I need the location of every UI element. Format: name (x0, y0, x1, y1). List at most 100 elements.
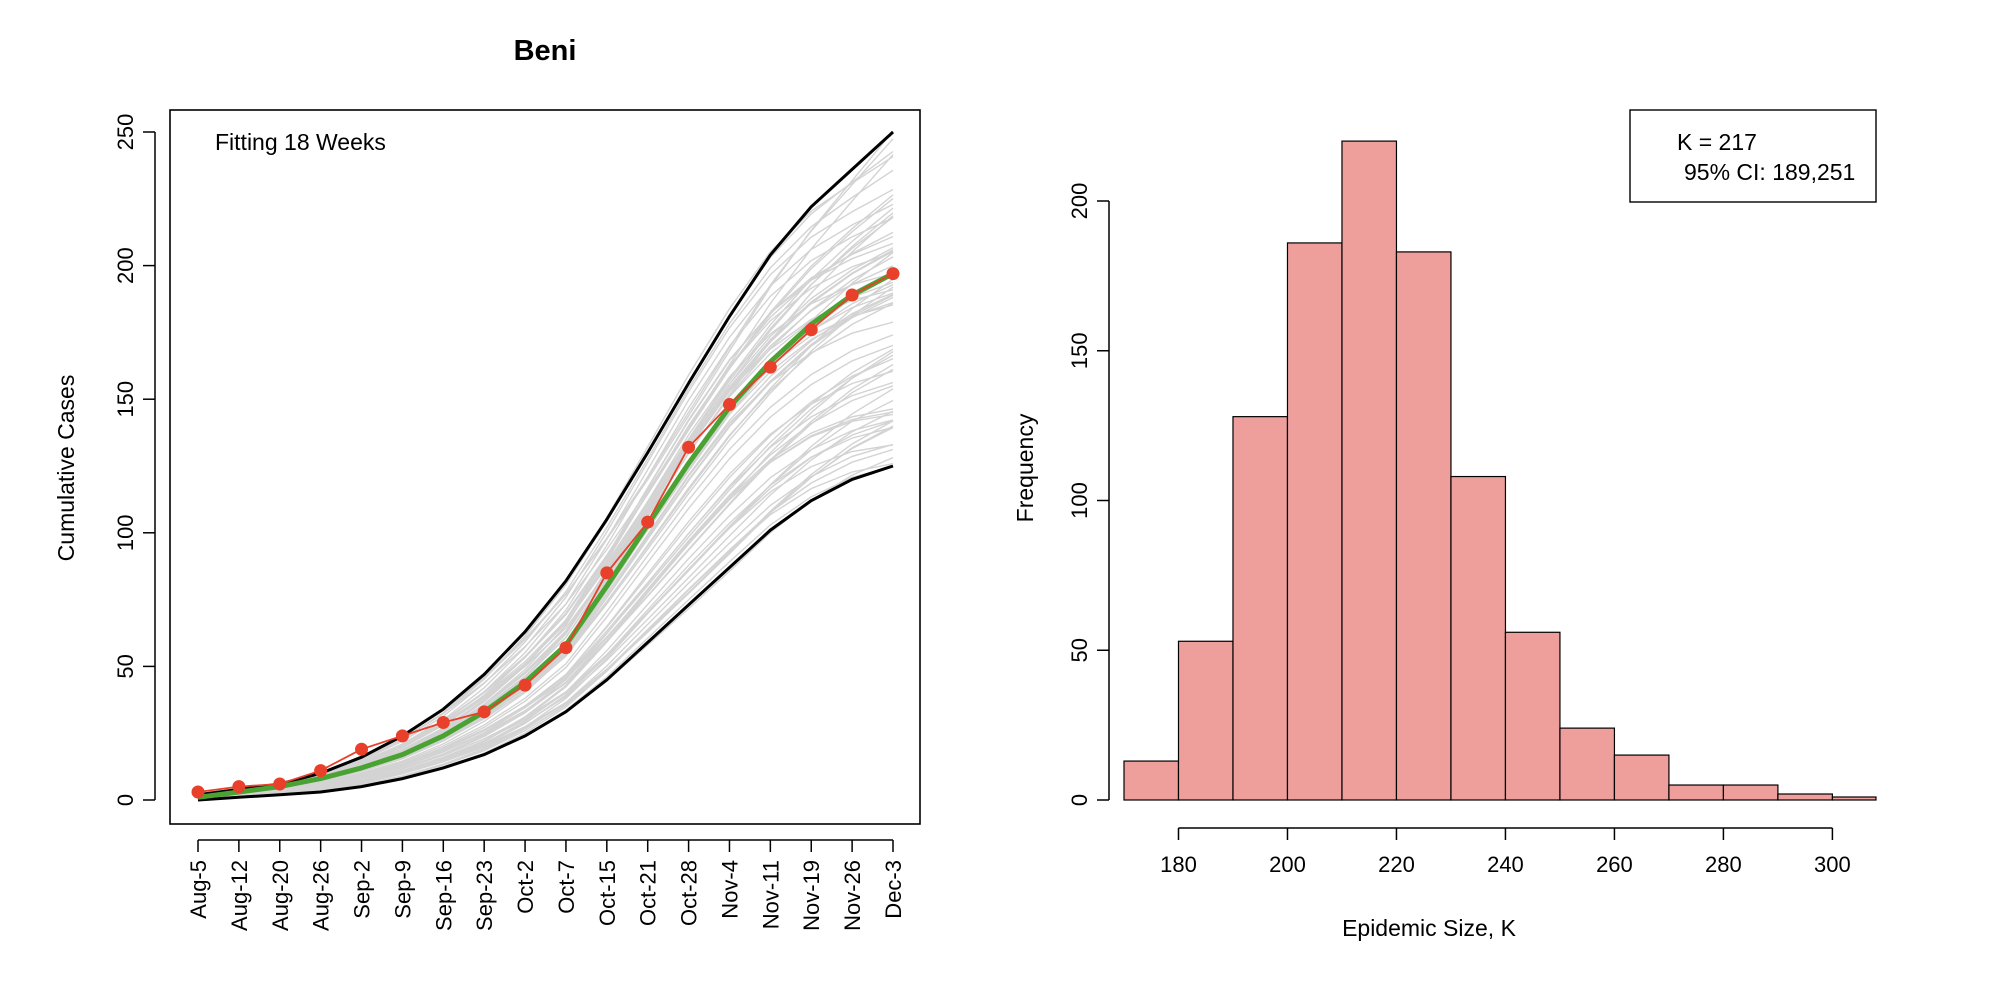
plot-frame (169, 109, 921, 825)
x-tick-label: Nov-4 (717, 860, 742, 919)
y-tick-label: 150 (113, 381, 138, 418)
histogram-bar (1450, 475, 1507, 801)
observed-point (314, 764, 328, 778)
simulation-line (197, 156, 894, 796)
observed-series (191, 267, 900, 799)
observed-point (641, 515, 655, 529)
histogram-bar (1123, 760, 1180, 801)
bound-lines (197, 130, 895, 802)
observed-point (804, 323, 818, 337)
observed-point (191, 785, 205, 799)
upper-bound-line (197, 130, 895, 797)
legend-ci: 95% CI: 189,251 (1684, 159, 1855, 185)
simulation-line (197, 381, 894, 800)
y-tick-label: 100 (113, 514, 138, 551)
fit-line (197, 271, 895, 800)
x-tick-label: Nov-19 (799, 860, 824, 931)
x-tick-label: Sep-2 (350, 860, 375, 919)
x-tick-label: Oct-2 (513, 860, 538, 914)
y-axis: 0 50 100 150 200 250 (113, 114, 156, 806)
histogram-bar (1613, 754, 1670, 801)
observed-point (763, 360, 777, 374)
observed-point (845, 288, 859, 302)
observed-point (395, 729, 409, 743)
x-tick-label: Aug-12 (227, 860, 252, 931)
histogram-bars (1123, 140, 1877, 801)
hist-x-tick-label: 260 (1596, 852, 1633, 877)
hist-y-axis-label: Frequency (1012, 413, 1038, 522)
observed-point (600, 566, 614, 580)
histogram-bar (1341, 140, 1398, 801)
histogram-bar (1504, 631, 1561, 801)
observed-point (273, 777, 287, 791)
observed-point (232, 780, 246, 794)
x-tick-label: Oct-28 (677, 860, 702, 926)
x-tick-label: Aug-5 (186, 860, 211, 919)
y-tick-label: 250 (113, 114, 138, 151)
hist-y-tick-label: 0 (1067, 794, 1092, 806)
histogram-bar (1777, 793, 1834, 801)
y-tick-label: 200 (113, 247, 138, 284)
hist-y-tick-label: 150 (1067, 332, 1092, 369)
simulation-line (197, 413, 894, 800)
hist-x-tick-label: 280 (1705, 852, 1742, 877)
hist-x-tick-label: 300 (1814, 852, 1851, 877)
legend-box: K = 217 95% CI: 189,251 (1629, 109, 1877, 203)
simulation-line (197, 321, 894, 799)
hist-y-tick-label: 50 (1067, 638, 1092, 662)
legend-frame (1629, 109, 1877, 203)
hist-x-tick-label: 180 (1160, 852, 1197, 877)
x-axis: Aug-5 Aug-12 Aug-20 Aug-26 Sep-2 Sep-9 Sep-16 S… (186, 839, 906, 931)
simulation-line (197, 354, 894, 800)
hist-x-axis: 180 200 220 240 260 280 300 (1160, 827, 1851, 877)
x-tick-label: Nov-11 (758, 860, 783, 929)
hist-x-tick-label: 220 (1378, 852, 1415, 877)
hist-x-axis-label: Epidemic Size, K (1342, 915, 1517, 941)
hist-y-axis: 0 50 100 150 200 (1067, 183, 1110, 806)
simulation-line (197, 242, 894, 798)
lower-bound-line (197, 464, 894, 802)
simulation-line (197, 426, 894, 801)
histogram-bar (1722, 784, 1779, 801)
simulation-line (197, 358, 894, 800)
chart-title: Beni (514, 35, 577, 67)
histogram-bar (1559, 727, 1616, 801)
x-tick-label: Oct-21 (636, 860, 661, 926)
hist-x-tick-label: 200 (1269, 852, 1306, 877)
observed-point (518, 678, 532, 692)
simulation-line (197, 348, 894, 800)
observed-point (722, 398, 736, 412)
fit-line-group (197, 271, 895, 800)
observed-point (436, 716, 450, 730)
simulation-line (197, 462, 894, 801)
hist-x-tick-label: 240 (1487, 852, 1524, 877)
simulation-line (197, 334, 894, 799)
y-tick-label: 50 (113, 654, 138, 678)
histogram-bar (1232, 416, 1289, 801)
simulation-line (197, 274, 894, 799)
x-tick-label: Oct-15 (595, 860, 620, 926)
simulation-line (197, 351, 894, 800)
x-tick-label: Oct-7 (554, 860, 579, 914)
simulation-line (197, 426, 894, 801)
observed-point (477, 705, 491, 719)
x-tick-label: Dec-3 (881, 860, 906, 919)
observed-line (197, 272, 894, 793)
simulation-line (197, 399, 894, 800)
simulation-line (197, 368, 894, 800)
observed-point (559, 641, 573, 655)
x-tick-label: Nov-26 (840, 860, 865, 931)
simulation-line (197, 425, 894, 801)
histogram-bar (1177, 640, 1234, 801)
x-tick-label: Sep-23 (472, 860, 497, 931)
observed-point (355, 742, 369, 756)
y-axis-label: Cumulative Cases (53, 375, 79, 562)
legend-k-value: K = 217 (1677, 129, 1757, 155)
hist-y-tick-label: 100 (1067, 482, 1092, 519)
x-tick-label: Aug-26 (309, 860, 334, 931)
simulation-line (197, 286, 894, 799)
fit-annotation: Fitting 18 Weeks (215, 129, 386, 155)
x-tick-label: Aug-20 (268, 860, 293, 931)
histogram-bar (1831, 796, 1877, 801)
y-tick-label: 0 (113, 794, 138, 806)
